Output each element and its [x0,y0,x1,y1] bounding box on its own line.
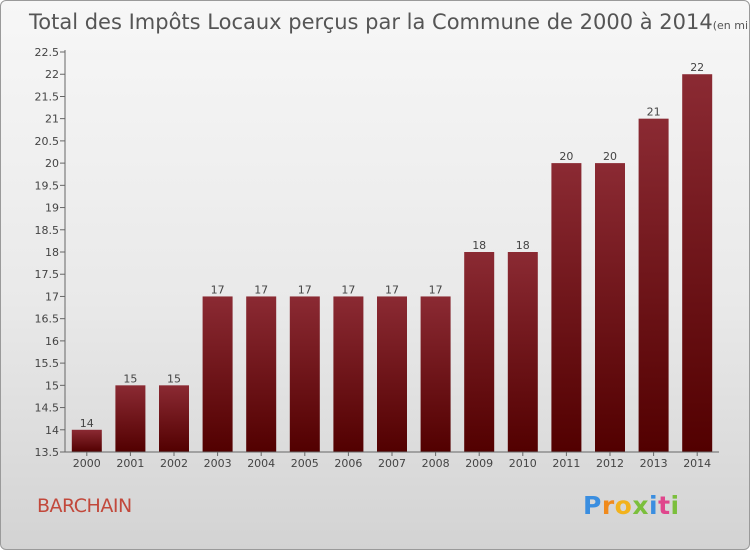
y-tick-label: 13.5 [35,446,60,459]
x-tick-label: 2002 [160,457,188,470]
y-tick-label: 15.5 [35,357,60,370]
x-tick-label: 2010 [509,457,537,470]
bar [202,296,233,452]
bar-value-label: 17 [254,283,268,296]
bar [638,118,669,453]
x-axis: 2000 2001 2002 2003 2004 2005 2006 2007 2008 2009… [65,451,719,470]
bar [420,296,451,452]
bar [682,74,713,452]
bar [115,385,146,452]
brand-letter: t [658,491,671,520]
y-tick-label: 15 [45,379,59,392]
brand-letter: i [649,491,659,520]
brand-letter: x [632,491,649,520]
x-tick-label: 2003 [204,457,232,470]
x-tick-label: 2004 [247,457,275,470]
y-tick-label: 14 [45,424,59,437]
bar-value-label: 21 [647,106,661,119]
bar [71,429,102,452]
chart-title: Total des Impôts Locaux perçus par la Co… [28,10,749,34]
bar-value-label: 14 [80,417,94,430]
y-tick-label: 21 [45,113,59,126]
y-tick-label: 17.5 [35,268,60,281]
bar [377,296,407,452]
bar-value-label: 20 [559,150,573,163]
x-tick-label: 2006 [334,457,362,470]
chart-title-main: Total des Impôts Locaux perçus par la Co… [28,10,713,34]
bar-value-label: 17 [429,283,443,296]
proxiti-logo: Proxiti [583,491,680,520]
x-tick-label: 2009 [465,457,493,470]
bar [246,296,277,452]
brand-letter: P [583,491,602,520]
bar [333,296,364,452]
x-tick-label: 2001 [116,457,144,470]
bar [507,252,538,452]
y-tick-label: 18 [45,246,59,259]
y-tick-label: 19.5 [35,179,60,192]
x-tick-label: 2011 [552,457,580,470]
bar-value-label: 18 [472,239,486,252]
y-axis: 13.5 14 14.5 15 15.5 16 16.5 17 17.5 18 18.5 19 19.5… [35,46,66,459]
bar-value-label: 20 [603,150,617,163]
y-tick-label: 18.5 [35,224,60,237]
bar [289,296,320,452]
commune-name: BARCHAIN [37,495,132,517]
x-tick-label: 2000 [73,457,101,470]
x-tick-label: 2007 [378,457,406,470]
bar-value-label: 17 [211,283,225,296]
bar-value-label: 17 [298,283,312,296]
y-tick-label: 22.5 [35,46,60,59]
bar-value-label: 22 [690,61,704,74]
bar-value-label: 17 [385,283,399,296]
x-tick-label: 2008 [422,457,450,470]
bar [159,385,189,452]
y-tick-label: 19 [45,202,59,215]
bar [464,252,495,452]
y-tick-label: 20 [45,157,59,170]
x-tick-label: 2005 [291,457,319,470]
bar-value-label: 15 [123,372,137,385]
bar-value-label: 15 [167,372,181,385]
brand-letter: i [670,491,680,520]
bar-value-label: 17 [341,283,355,296]
chart-subtitle: (en milliers d'€) [713,19,749,32]
bar [551,163,582,452]
y-tick-label: 16 [45,335,59,348]
y-tick-label: 22 [45,68,59,81]
bar [595,163,625,452]
y-tick-label: 21.5 [35,90,60,103]
y-tick-label: 17 [45,290,59,303]
brand-letter: o [614,491,633,520]
bar-value-label: 18 [516,239,530,252]
y-tick-label: 14.5 [35,402,60,415]
brand-letter: r [601,491,615,520]
x-tick-label: 2012 [596,457,624,470]
y-tick-label: 16.5 [35,313,60,326]
x-tick-label: 2013 [640,457,668,470]
bars-group: 14 15 15 17 17 17 17 17 17 18 18 20 20 21 22 [71,61,713,453]
x-tick-label: 2014 [683,457,711,470]
y-tick-label: 20.5 [35,135,60,148]
